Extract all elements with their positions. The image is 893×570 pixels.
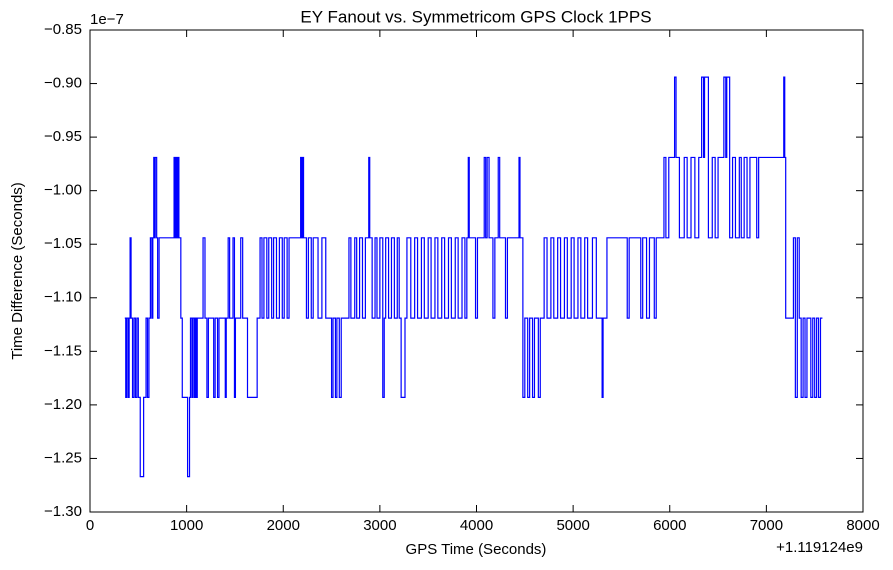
y-tick-label: −1.25 — [44, 449, 82, 466]
y-tick-label: −0.85 — [44, 21, 82, 38]
x-tick-label: 6000 — [653, 517, 686, 534]
plot-frame — [89, 29, 864, 513]
x-axis-label: GPS Time (Seconds) — [406, 541, 547, 558]
y-axis-label: Time Difference (Seconds) — [9, 182, 26, 360]
x-tick-label: 2000 — [267, 517, 300, 534]
y-tick-label: −1.30 — [44, 503, 82, 520]
y-tick-label: −1.05 — [44, 235, 82, 252]
x-tick-label: 4000 — [460, 517, 493, 534]
y-tick-label: −1.20 — [44, 396, 82, 413]
x-tick-label: 7000 — [750, 517, 783, 534]
y-tick-label: −1.15 — [44, 342, 82, 359]
x-offset-label: +1.119124e9 — [776, 539, 863, 556]
y-scale-label: 1e−7 — [90, 11, 124, 28]
x-tick-label: 0 — [86, 517, 94, 534]
y-tick-label: −1.00 — [44, 182, 82, 199]
x-tick-label: 3000 — [363, 517, 396, 534]
x-tick-label: 8000 — [846, 517, 879, 534]
x-tick-label: 1000 — [170, 517, 203, 534]
y-tick-label: −0.90 — [44, 75, 82, 92]
x-tick-label: 5000 — [556, 517, 589, 534]
y-tick-label: −1.10 — [44, 289, 82, 306]
chart-title: EY Fanout vs. Symmetricom GPS Clock 1PPS — [300, 7, 651, 26]
y-tick-label: −0.95 — [44, 128, 82, 145]
data-line — [124, 76, 823, 478]
